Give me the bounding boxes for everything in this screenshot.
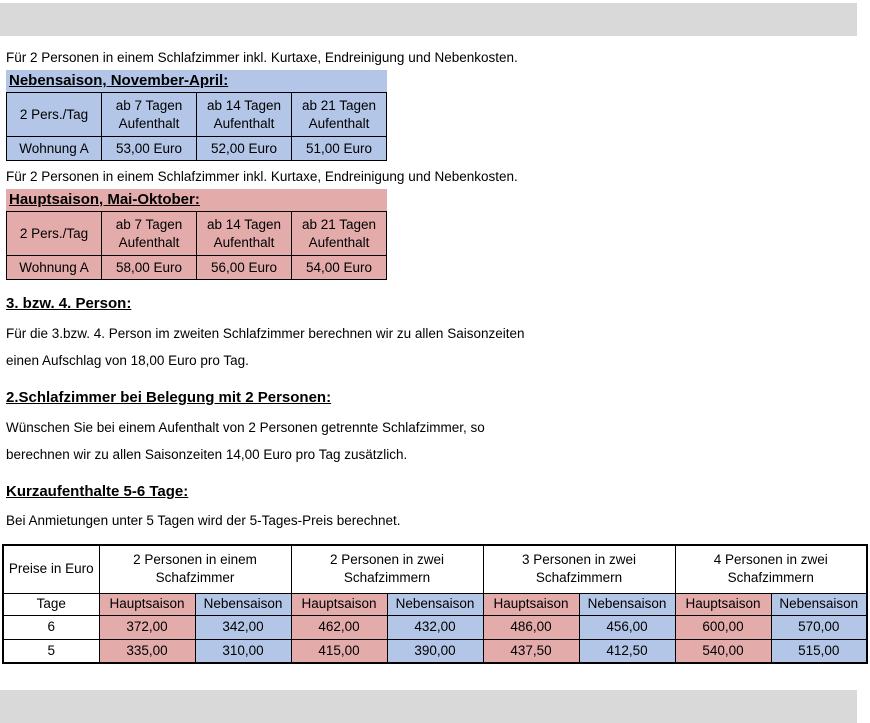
header-cell-ab14: ab 14 Tagen Aufenthalt [196, 92, 292, 137]
tage-cell: 6 [2, 614, 100, 640]
heading-second-bedroom: 2.Schlafzimmer bei Belegung mit 2 Person… [6, 389, 332, 406]
document-content: Für 2 Personen in einem Schlafzimmer ink… [0, 49, 870, 664]
price-cell: 486,00 [482, 614, 580, 640]
hauptsaison-title-text: Hauptsaison, Mai-Oktober: [9, 191, 200, 208]
price-cell: 342,00 [194, 614, 292, 640]
header-cell-ab21: ab 21 Tagen Aufenthalt [291, 92, 387, 137]
nebensaison-table-header-row: 2 Pers./Tag ab 7 Tagen Aufenthalt ab 14 … [6, 92, 387, 137]
tage-header-cell: Tage [2, 592, 100, 616]
price-cell: 412,50 [578, 638, 676, 664]
price-cell: 56,00 Euro [196, 255, 292, 280]
price-cell: 570,00 [770, 614, 868, 640]
price-cell: 53,00 Euro [101, 136, 197, 161]
header-cell-ab7: ab 7 Tagen Aufenthalt [101, 211, 197, 256]
group-header-3p-2rooms: 3 Personen in zwei Schafzimmern [482, 544, 676, 594]
group-header-4p-2rooms: 4 Personen in zwei Schafzimmern [674, 544, 868, 594]
season-header-hauptsaison: Hauptsaison [98, 592, 196, 616]
price-cell: 415,00 [290, 638, 388, 664]
short-stay-price-table: Preise in Euro 2 Personen in einem Schaf… [2, 544, 868, 664]
hauptsaison-section-title: Hauptsaison, Mai-Oktober: [6, 189, 387, 211]
season-header-nebensaison: Nebensaison [386, 592, 484, 616]
corner-cell: Preise in Euro [2, 544, 100, 594]
row-label-wohnung-a: Wohnung A [6, 255, 102, 280]
season-header-hauptsaison: Hauptsaison [674, 592, 772, 616]
group-header-2p-2rooms: 2 Personen in zwei Schafzimmern [290, 544, 484, 594]
season-header-nebensaison: Nebensaison [194, 592, 292, 616]
paragraph-extra-person: Für die 3.bzw. 4. Person im zweiten Schl… [6, 325, 870, 370]
header-cell-pers-tag: 2 Pers./Tag [6, 211, 102, 256]
intro-text-hauptsaison: Für 2 Personen in einem Schlafzimmer ink… [6, 169, 518, 184]
price-cell: 456,00 [578, 614, 676, 640]
season-header-nebensaison: Nebensaison [770, 592, 868, 616]
heading-short-stay: Kurzaufenthalte 5-6 Tage: [6, 483, 189, 500]
row-label-wohnung-a: Wohnung A [6, 136, 102, 161]
intro-text-nebensaison: Für 2 Personen in einem Schlafzimmer ink… [6, 50, 518, 65]
nebensaison-section-title: Nebensaison, November-April: [6, 70, 387, 92]
price-row-5-days: 5 335,00 310,00 415,00 390,00 437,50 412… [2, 638, 868, 664]
price-cell: 54,00 Euro [291, 255, 387, 280]
price-cell: 600,00 [674, 614, 772, 640]
tage-cell: 5 [2, 638, 100, 664]
paragraph-line: Wünschen Sie bei einem Aufenthalt von 2 … [6, 420, 485, 435]
price-cell: 462,00 [290, 614, 388, 640]
price-cell: 515,00 [770, 638, 868, 664]
price-cell: 51,00 Euro [291, 136, 387, 161]
price-cell: 335,00 [98, 638, 196, 664]
bottom-gray-bar [0, 690, 857, 723]
top-gray-bar [0, 3, 857, 36]
short-stay-text: Bei Anmietungen unter 5 Tagen wird der 5… [6, 513, 401, 528]
price-cell: 58,00 Euro [101, 255, 197, 280]
paragraph-line: berechnen wir zu allen Saisonzeiten 14,0… [6, 447, 408, 462]
header-cell-ab14: ab 14 Tagen Aufenthalt [196, 211, 292, 256]
header-cell-pers-tag: 2 Pers./Tag [6, 92, 102, 137]
season-header-hauptsaison: Hauptsaison [482, 592, 580, 616]
header-cell-ab21: ab 21 Tagen Aufenthalt [291, 211, 387, 256]
price-cell: 540,00 [674, 638, 772, 664]
group-header-2p-1room: 2 Personen in einem Schafzimmer [98, 544, 292, 594]
nebensaison-table-data-row: Wohnung A 53,00 Euro 52,00 Euro 51,00 Eu… [6, 136, 387, 161]
document-page: Für 2 Personen in einem Schlafzimmer ink… [0, 3, 870, 723]
group-header-row: Preise in Euro 2 Personen in einem Schaf… [2, 544, 868, 594]
price-cell: 52,00 Euro [196, 136, 292, 161]
price-cell: 437,50 [482, 638, 580, 664]
nebensaison-price-table: 2 Pers./Tag ab 7 Tagen Aufenthalt ab 14 … [6, 92, 387, 161]
header-cell-ab7: ab 7 Tagen Aufenthalt [101, 92, 197, 137]
hauptsaison-table-data-row: Wohnung A 58,00 Euro 56,00 Euro 54,00 Eu… [6, 255, 387, 280]
nebensaison-title-text: Nebensaison, November-April: [9, 72, 229, 89]
season-header-row: Tage Hauptsaison Nebensaison Hauptsaison… [2, 592, 868, 616]
hauptsaison-price-table: 2 Pers./Tag ab 7 Tagen Aufenthalt ab 14 … [6, 211, 387, 280]
price-cell: 372,00 [98, 614, 196, 640]
price-cell: 310,00 [194, 638, 292, 664]
hauptsaison-table-header-row: 2 Pers./Tag ab 7 Tagen Aufenthalt ab 14 … [6, 211, 387, 256]
heading-extra-person: 3. bzw. 4. Person: [6, 295, 132, 312]
price-cell: 390,00 [386, 638, 484, 664]
paragraph-second-bedroom: Wünschen Sie bei einem Aufenthalt von 2 … [6, 419, 870, 464]
price-cell: 432,00 [386, 614, 484, 640]
price-row-6-days: 6 372,00 342,00 462,00 432,00 486,00 456… [2, 614, 868, 640]
paragraph-line: einen Aufschlag von 18,00 Euro pro Tag. [6, 353, 249, 368]
season-header-nebensaison: Nebensaison [578, 592, 676, 616]
season-header-hauptsaison: Hauptsaison [290, 592, 388, 616]
paragraph-line: Für die 3.bzw. 4. Person im zweiten Schl… [6, 326, 525, 341]
